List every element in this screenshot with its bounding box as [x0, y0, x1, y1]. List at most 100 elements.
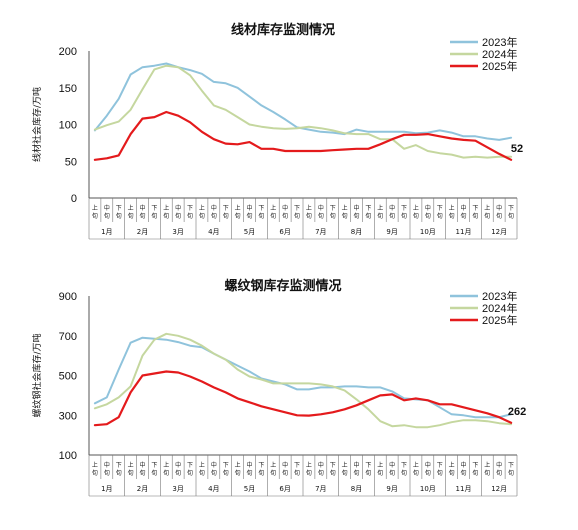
y-tick-label: 100: [59, 450, 77, 462]
x-sub-label: 旬: [353, 212, 359, 220]
x-sub-label: 下: [187, 462, 193, 469]
x-sub-label: 中: [318, 204, 324, 212]
x-sub-label: 上: [484, 204, 490, 212]
x-sub-label: 下: [223, 205, 229, 212]
x-sub-label: 旬: [258, 212, 264, 220]
x-sub-label: 中: [496, 461, 502, 469]
x-sub-label: 旬: [401, 212, 407, 220]
chart-1: 线材库存监测情况线材社会库存/万吨050100150200上旬中旬下旬上旬中旬下…: [31, 22, 523, 240]
x-sub-label: 下: [187, 205, 193, 212]
x-sub-label: 上: [377, 461, 383, 469]
x-sub-label: 下: [294, 205, 300, 212]
x-sub-label: 上: [270, 461, 276, 469]
x-sub-label: 旬: [187, 469, 193, 477]
y-axis-label: 螺纹钢社会库存/万吨: [31, 333, 43, 417]
x-month-label: 9月: [386, 228, 397, 236]
x-sub-label: 旬: [116, 212, 122, 220]
x-sub-label: 下: [437, 205, 443, 212]
x-month-label: 12月: [491, 228, 507, 236]
x-sub-label: 旬: [235, 469, 241, 477]
x-sub-label: 旬: [282, 212, 288, 220]
x-sub-label: 旬: [294, 469, 300, 477]
x-sub-label: 中: [318, 461, 324, 469]
x-month-label: 3月: [172, 228, 183, 236]
series-line-2025年: [93, 370, 513, 427]
x-sub-label: 中: [175, 204, 181, 212]
x-month-label: 3月: [172, 485, 183, 493]
x-sub-label: 旬: [139, 469, 145, 477]
x-month-label: 1月: [101, 485, 112, 493]
x-month-label: 9月: [386, 485, 397, 493]
legend-label: 2024年: [482, 301, 517, 315]
x-sub-label: 中: [211, 461, 217, 469]
x-sub-label: 旬: [389, 212, 395, 220]
x-sub-label: 旬: [211, 212, 217, 220]
x-sub-label: 中: [353, 204, 359, 212]
x-sub-label: 下: [437, 462, 443, 469]
x-sub-label: 旬: [496, 212, 502, 220]
x-sub-label: 上: [92, 204, 98, 212]
x-sub-label: 中: [425, 461, 431, 469]
x-month-label: 11月: [456, 228, 472, 236]
x-sub-label: 旬: [270, 212, 276, 220]
y-tick-label: 100: [59, 120, 77, 132]
x-sub-label: 旬: [199, 212, 205, 220]
x-sub-label: 中: [282, 204, 288, 212]
y-tick-label: 200: [59, 46, 77, 58]
x-sub-label: 下: [116, 462, 122, 469]
x-sub-label: 上: [306, 461, 312, 469]
x-sub-label: 中: [425, 204, 431, 212]
x-sub-label: 中: [389, 204, 395, 212]
x-sub-label: 旬: [211, 469, 217, 477]
x-sub-label: 旬: [294, 212, 300, 220]
x-sub-label: 中: [282, 461, 288, 469]
x-sub-label: 旬: [163, 212, 169, 220]
x-sub-label: 旬: [342, 469, 348, 477]
x-sub-label: 上: [342, 461, 348, 469]
x-sub-label: 中: [104, 461, 110, 469]
x-sub-label: 上: [128, 204, 134, 212]
x-sub-label: 中: [139, 204, 145, 212]
x-sub-label: 旬: [235, 212, 241, 220]
x-sub-label: 旬: [413, 212, 419, 220]
x-sub-label: 上: [449, 461, 455, 469]
x-sub-label: 上: [235, 461, 241, 469]
x-month-label: 10月: [420, 228, 436, 236]
x-sub-label: 旬: [318, 469, 324, 477]
x-sub-label: 旬: [460, 212, 466, 220]
x-sub-label: 旬: [365, 469, 371, 477]
x-sub-label: 旬: [175, 469, 181, 477]
x-sub-label: 上: [199, 461, 205, 469]
y-tick-label: 700: [59, 331, 77, 343]
x-sub-label: 下: [401, 205, 407, 212]
legend-label: 2023年: [482, 289, 517, 303]
x-month-label: 7月: [315, 228, 326, 236]
x-sub-label: 旬: [128, 212, 134, 220]
x-sub-label: 旬: [246, 212, 252, 220]
x-sub-label: 旬: [449, 469, 455, 477]
x-month-label: 4月: [208, 485, 219, 493]
x-sub-label: 上: [342, 204, 348, 212]
x-sub-label: 旬: [425, 469, 431, 477]
x-sub-label: 旬: [104, 212, 110, 220]
x-sub-label: 中: [139, 461, 145, 469]
x-sub-label: 旬: [318, 212, 324, 220]
x-sub-label: 中: [246, 204, 252, 212]
x-month-label: 12月: [491, 485, 507, 493]
x-month-label: 6月: [279, 228, 290, 236]
y-tick-label: 500: [59, 371, 77, 383]
x-sub-label: 中: [496, 204, 502, 212]
x-sub-label: 中: [104, 204, 110, 212]
x-month-label: 8月: [351, 485, 362, 493]
x-sub-label: 下: [330, 205, 336, 212]
x-sub-label: 旬: [389, 469, 395, 477]
x-sub-label: 上: [413, 461, 419, 469]
x-month-label: 5月: [244, 228, 255, 236]
x-sub-label: 旬: [437, 212, 443, 220]
x-sub-label: 下: [508, 205, 514, 212]
x-sub-label: 上: [235, 204, 241, 212]
x-sub-label: 旬: [353, 469, 359, 477]
x-sub-label: 旬: [270, 469, 276, 477]
x-sub-label: 上: [270, 204, 276, 212]
x-sub-label: 下: [365, 462, 371, 469]
